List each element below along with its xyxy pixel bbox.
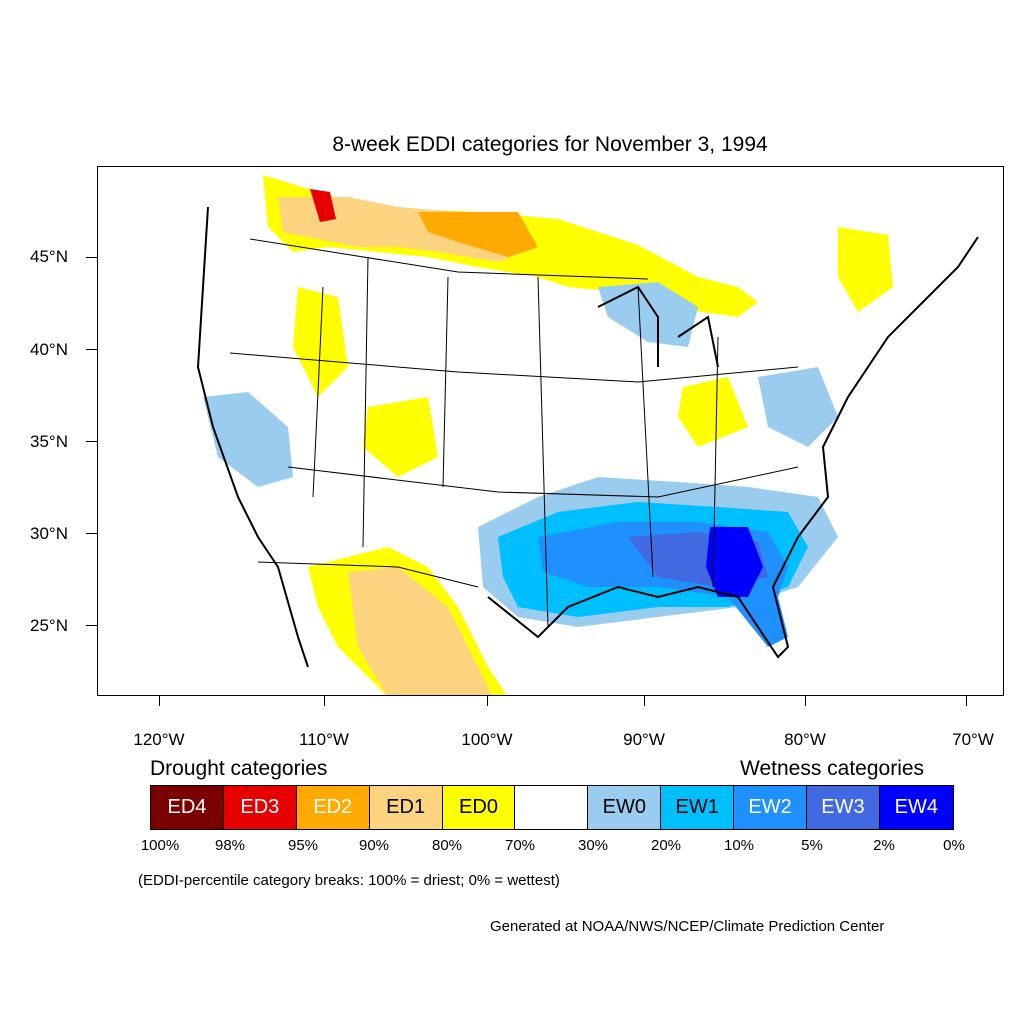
credit-line: Generated at NOAA/NWS/NCEP/Climate Predi…: [490, 918, 885, 935]
break-label-90: 90%: [358, 837, 390, 854]
drought-hotspot-red: [310, 189, 336, 222]
legend-swatch-ew4: EW4: [879, 786, 953, 829]
lon-tick-70: [966, 696, 967, 706]
lon-label-100: 100°W: [461, 730, 513, 749]
lat-tick-25: [86, 625, 97, 626]
drought-region-south-orange: [348, 567, 492, 695]
lon-tick-90: [644, 696, 645, 706]
lat-tick-30: [86, 533, 97, 534]
legend-swatch-ew0: EW0: [588, 786, 662, 829]
lat-tick-45: [86, 257, 97, 258]
coastlines: [196, 206, 979, 668]
break-label-95: 95%: [287, 837, 319, 854]
drought-categories-heading: Drought categories: [150, 757, 328, 780]
break-label-2: 2%: [873, 837, 895, 854]
break-label-30: 30%: [577, 837, 609, 854]
legend-label-ew4: EW4: [894, 796, 939, 818]
lon-label-90: 90°W: [623, 730, 665, 749]
lat-label-45: 45°N: [30, 247, 68, 266]
map-title: 8-week EDDI categories for November 3, 1…: [332, 133, 768, 156]
legend-swatch-ew2: EW2: [734, 786, 808, 829]
break-label-20: 20%: [650, 837, 682, 854]
legend-swatch-ed0: ED0: [442, 786, 516, 829]
legend-label-ew0: EW0: [602, 796, 646, 818]
drought-region-yellow-ohio: [678, 377, 748, 447]
lon-label-110: 110°W: [299, 730, 349, 749]
legend-swatch-neutral: [515, 786, 589, 829]
state-borders: [229, 238, 799, 628]
category-note: (EDDI-percentile category breaks: 100% =…: [138, 872, 560, 889]
lon-label-120: 120°W: [133, 730, 185, 749]
lon-label-80: 80°W: [784, 730, 826, 749]
lon-tick-120: [159, 696, 160, 706]
lat-label-25: 25°N: [30, 616, 68, 635]
lat-label-30: 30°N: [30, 524, 68, 543]
legend-label-ed3: ED3: [240, 796, 280, 818]
lat-label-40: 40°N: [30, 340, 68, 359]
lon-tick-100: [487, 696, 488, 706]
legend-swatch-ed2: ED2: [296, 786, 370, 829]
wetness-categories-heading: Wetness categories: [740, 757, 925, 780]
break-label-98: 98%: [214, 837, 246, 854]
break-label-0: 0%: [943, 837, 965, 854]
category-legend: ED4 ED3 ED2 ED1 ED0 EW0 EW1 EW2 EW3 EW4: [150, 785, 954, 830]
eddi-map: [196, 175, 979, 695]
drought-region-north-dark-orange: [418, 212, 538, 257]
legend-swatch-ed4: ED4: [151, 786, 224, 829]
legend-swatch-ed1: ED1: [369, 786, 443, 829]
legend-swatch-ed3: ED3: [223, 786, 297, 829]
break-label-80: 80%: [431, 837, 463, 854]
wet-region-mid-atlantic: [758, 367, 838, 447]
lon-label-70: 70°W: [952, 730, 994, 749]
lat-label-35: 35°N: [30, 432, 68, 451]
legend-swatch-ew3: EW3: [807, 786, 880, 829]
wet-region-ew4: [706, 527, 763, 597]
legend-swatch-ew1: EW1: [661, 786, 735, 829]
lon-tick-110: [324, 696, 325, 706]
lat-tick-35: [86, 441, 97, 442]
wet-region-great-lakes: [598, 282, 698, 347]
legend-label-ed0: ED0: [459, 796, 498, 818]
lat-tick-40: [86, 349, 97, 350]
drought-region-yellow-central: [363, 397, 438, 477]
legend-label-ew1: EW1: [675, 796, 719, 818]
legend-label-ew3: EW3: [821, 796, 865, 818]
legend-label-ed1: ED1: [386, 796, 426, 818]
legend-label-ed2: ED2: [313, 796, 353, 818]
legend-label-ew2: EW2: [748, 796, 792, 818]
break-label-100: 100%: [140, 837, 180, 854]
legend-label-ed4: ED4: [167, 796, 207, 818]
map-frame: [97, 166, 1004, 696]
wet-region-west-coast: [203, 392, 293, 487]
break-label-10: 10%: [723, 837, 755, 854]
break-label-70: 70%: [504, 837, 536, 854]
break-label-5: 5%: [801, 837, 823, 854]
lon-tick-80: [805, 696, 806, 706]
drought-region-yellow-ne: [838, 227, 893, 312]
